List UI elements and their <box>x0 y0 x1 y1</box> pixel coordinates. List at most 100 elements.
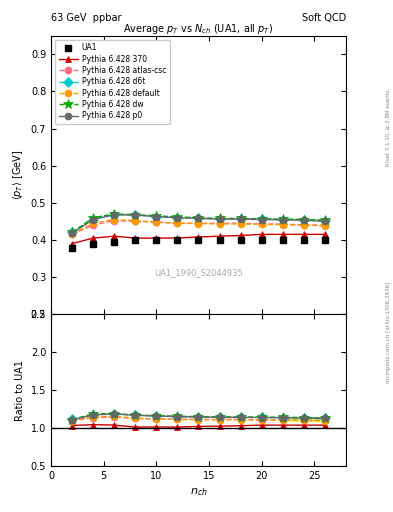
Line: Pythia 6.428 370: Pythia 6.428 370 <box>69 231 328 247</box>
Pythia 6.428 dw <box>91 215 95 221</box>
Pythia 6.428 370 <box>196 234 201 240</box>
UA1 <box>91 241 95 247</box>
Pythia 6.428 d6t <box>322 218 327 224</box>
Line: Pythia 6.428 default: Pythia 6.428 default <box>69 216 328 238</box>
UA1 <box>133 237 138 243</box>
Pythia 6.428 default <box>112 217 117 223</box>
Pythia 6.428 d6t <box>280 217 285 223</box>
Pythia 6.428 dw <box>154 212 159 219</box>
Line: Pythia 6.428 d6t: Pythia 6.428 d6t <box>69 211 328 235</box>
Pythia 6.428 d6t <box>238 216 243 222</box>
Pythia 6.428 p0 <box>217 216 222 222</box>
Pythia 6.428 370 <box>259 231 264 238</box>
Line: Pythia 6.428 atlas-csc: Pythia 6.428 atlas-csc <box>69 217 328 238</box>
Pythia 6.428 default <box>133 218 138 224</box>
Pythia 6.428 default <box>91 220 95 226</box>
UA1 <box>322 237 327 243</box>
Line: Pythia 6.428 dw: Pythia 6.428 dw <box>67 209 330 238</box>
Pythia 6.428 atlas-csc <box>322 222 327 228</box>
Y-axis label: $\langle p_T \rangle$ [GeV]: $\langle p_T \rangle$ [GeV] <box>11 150 25 200</box>
Pythia 6.428 dw <box>322 217 327 223</box>
X-axis label: $n_{ch}$: $n_{ch}$ <box>189 486 208 498</box>
Pythia 6.428 default <box>175 220 180 226</box>
Pythia 6.428 default <box>70 231 75 238</box>
UA1 <box>280 237 285 243</box>
UA1 <box>154 237 159 243</box>
Line: Pythia 6.428 p0: Pythia 6.428 p0 <box>69 211 328 237</box>
UA1 <box>301 237 306 243</box>
UA1 <box>196 237 201 243</box>
Pythia 6.428 atlas-csc <box>133 218 138 224</box>
Pythia 6.428 dw <box>196 215 201 221</box>
Text: 63 GeV  ppbar: 63 GeV ppbar <box>51 13 121 23</box>
Pythia 6.428 d6t <box>175 215 180 221</box>
Pythia 6.428 atlas-csc <box>70 231 75 238</box>
UA1 <box>112 239 117 245</box>
Pythia 6.428 d6t <box>196 216 201 222</box>
Pythia 6.428 370 <box>301 231 306 238</box>
Pythia 6.428 dw <box>301 217 306 223</box>
Text: Soft QCD: Soft QCD <box>301 13 346 23</box>
Pythia 6.428 default <box>238 221 243 227</box>
Pythia 6.428 p0 <box>301 217 306 223</box>
Pythia 6.428 atlas-csc <box>196 220 201 226</box>
Pythia 6.428 d6t <box>154 214 159 220</box>
Pythia 6.428 dw <box>217 216 222 222</box>
Pythia 6.428 default <box>217 221 222 227</box>
Pythia 6.428 p0 <box>259 217 264 223</box>
Title: Average $p_T$ vs $N_{ch}$ (UA1, all $p_T$): Average $p_T$ vs $N_{ch}$ (UA1, all $p_T… <box>123 22 274 36</box>
Pythia 6.428 d6t <box>217 216 222 222</box>
Pythia 6.428 370 <box>238 232 243 239</box>
Pythia 6.428 d6t <box>112 211 117 218</box>
Pythia 6.428 atlas-csc <box>280 221 285 227</box>
Pythia 6.428 d6t <box>70 229 75 235</box>
Pythia 6.428 atlas-csc <box>154 219 159 225</box>
UA1 <box>70 245 75 251</box>
Pythia 6.428 default <box>280 222 285 228</box>
Pythia 6.428 atlas-csc <box>175 220 180 226</box>
Pythia 6.428 dw <box>133 211 138 218</box>
Pythia 6.428 dw <box>175 214 180 220</box>
UA1 <box>217 237 222 243</box>
Pythia 6.428 dw <box>280 216 285 222</box>
Pythia 6.428 default <box>322 223 327 229</box>
Pythia 6.428 370 <box>175 235 180 241</box>
Pythia 6.428 370 <box>133 235 138 241</box>
Pythia 6.428 dw <box>70 229 75 236</box>
Pythia 6.428 atlas-csc <box>112 218 117 224</box>
Pythia 6.428 370 <box>280 231 285 238</box>
Pythia 6.428 default <box>259 221 264 227</box>
Pythia 6.428 d6t <box>133 211 138 218</box>
Pythia 6.428 370 <box>70 241 75 247</box>
Pythia 6.428 p0 <box>91 217 95 223</box>
Pythia 6.428 dw <box>112 211 117 217</box>
Line: UA1: UA1 <box>70 237 327 251</box>
Pythia 6.428 d6t <box>259 216 264 222</box>
Pythia 6.428 p0 <box>154 214 159 220</box>
Pythia 6.428 default <box>301 222 306 228</box>
Text: UA1_1990_S2044935: UA1_1990_S2044935 <box>154 268 243 277</box>
Pythia 6.428 370 <box>112 233 117 239</box>
Pythia 6.428 default <box>154 219 159 225</box>
Pythia 6.428 370 <box>217 233 222 239</box>
Pythia 6.428 p0 <box>175 215 180 221</box>
Text: mcmplots.cern.ch [arXiv:1306.3436]: mcmplots.cern.ch [arXiv:1306.3436] <box>386 282 391 383</box>
Pythia 6.428 dw <box>259 216 264 222</box>
UA1 <box>238 237 243 243</box>
Legend: UA1, Pythia 6.428 370, Pythia 6.428 atlas-csc, Pythia 6.428 d6t, Pythia 6.428 de: UA1, Pythia 6.428 370, Pythia 6.428 atla… <box>55 39 170 124</box>
Y-axis label: Ratio to UA1: Ratio to UA1 <box>15 359 25 420</box>
Text: Rivet 3.1.10, ≥ 2.8M events: Rivet 3.1.10, ≥ 2.8M events <box>386 90 391 166</box>
UA1 <box>175 237 180 243</box>
Pythia 6.428 p0 <box>196 216 201 222</box>
Pythia 6.428 d6t <box>91 217 95 223</box>
Pythia 6.428 d6t <box>301 217 306 223</box>
Pythia 6.428 p0 <box>70 230 75 237</box>
Pythia 6.428 atlas-csc <box>259 221 264 227</box>
Pythia 6.428 p0 <box>280 217 285 223</box>
Pythia 6.428 atlas-csc <box>301 222 306 228</box>
Pythia 6.428 370 <box>91 235 95 241</box>
Pythia 6.428 370 <box>154 235 159 241</box>
Pythia 6.428 p0 <box>322 218 327 224</box>
Pythia 6.428 p0 <box>238 216 243 222</box>
Pythia 6.428 default <box>196 221 201 227</box>
